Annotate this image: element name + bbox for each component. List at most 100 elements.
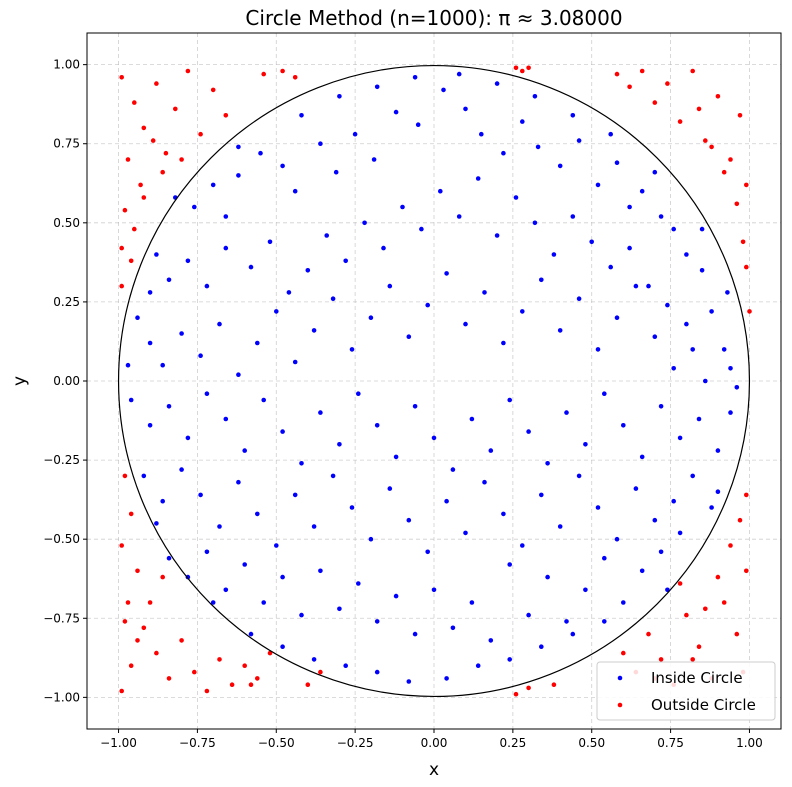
outside-point xyxy=(684,612,689,618)
y-tick-label: −1.00 xyxy=(43,690,80,704)
inside-point xyxy=(709,505,714,510)
inside-point xyxy=(254,340,260,346)
inside-point xyxy=(223,587,229,593)
inside-point xyxy=(356,391,361,397)
inside-point xyxy=(337,442,342,447)
inside-point xyxy=(179,331,184,336)
inside-point xyxy=(488,448,494,453)
outside-point xyxy=(696,106,702,112)
inside-point xyxy=(412,404,418,409)
inside-point xyxy=(438,188,443,194)
inside-point xyxy=(699,268,705,273)
inside-point xyxy=(463,106,468,112)
inside-point xyxy=(154,252,159,257)
inside-point xyxy=(236,479,241,485)
outside-point xyxy=(734,201,740,207)
outside-point xyxy=(614,71,620,77)
x-tick-label: 0.50 xyxy=(578,736,605,750)
outside-point xyxy=(138,182,143,188)
outside-point xyxy=(163,150,169,156)
y-tick-label: −0.75 xyxy=(43,611,80,625)
outside-point xyxy=(690,68,695,74)
inside-point xyxy=(475,663,481,668)
inside-point xyxy=(602,391,607,397)
inside-point xyxy=(608,264,613,270)
inside-point xyxy=(520,119,525,124)
inside-point xyxy=(658,404,664,409)
inside-point xyxy=(671,226,676,232)
inside-point xyxy=(545,461,550,466)
outside-point xyxy=(141,625,147,631)
inside-point xyxy=(520,543,525,548)
outside-point xyxy=(740,239,746,245)
outside-point xyxy=(198,131,203,137)
inside-point xyxy=(324,233,330,238)
y-tick-label: −0.25 xyxy=(43,453,80,467)
inside-point xyxy=(166,404,172,409)
outside-point xyxy=(223,113,229,118)
outside-point xyxy=(721,169,727,175)
outside-point xyxy=(734,631,740,637)
inside-point xyxy=(684,252,689,257)
inside-point xyxy=(583,442,588,447)
inside-point xyxy=(349,505,355,510)
inside-point xyxy=(318,568,323,574)
inside-point xyxy=(469,600,475,605)
inside-point xyxy=(614,315,620,321)
inside-point xyxy=(441,87,446,93)
x-tick-label: −1.00 xyxy=(100,736,137,750)
inside-point xyxy=(267,239,273,245)
inside-point xyxy=(725,290,730,295)
inside-point xyxy=(677,530,683,536)
outside-point xyxy=(119,543,124,548)
inside-point xyxy=(261,600,267,605)
outside-point xyxy=(217,657,222,662)
inside-point xyxy=(627,204,632,210)
inside-point xyxy=(419,226,424,232)
inside-point xyxy=(690,347,695,352)
inside-point xyxy=(198,492,203,498)
inside-point xyxy=(374,423,380,428)
inside-point xyxy=(236,173,241,178)
outside-point xyxy=(526,685,531,691)
inside-point xyxy=(715,448,721,453)
outside-point xyxy=(132,100,137,105)
outside-point xyxy=(639,68,645,74)
outside-point xyxy=(709,144,714,150)
inside-point xyxy=(128,397,134,403)
inside-point xyxy=(633,486,639,491)
inside-point xyxy=(204,391,210,397)
inside-point xyxy=(343,258,349,264)
inside-point xyxy=(520,309,525,314)
inside-point xyxy=(639,188,645,194)
inside-point xyxy=(311,328,317,333)
inside-point xyxy=(595,347,601,352)
inside-point xyxy=(456,71,462,77)
inside-point xyxy=(595,182,601,188)
inside-point xyxy=(258,150,263,156)
inside-point xyxy=(185,574,191,580)
inside-point xyxy=(406,334,412,340)
outside-point xyxy=(520,68,525,74)
inside-point xyxy=(507,657,512,662)
outside-point xyxy=(166,676,172,681)
outside-point xyxy=(242,663,247,668)
inside-point xyxy=(299,461,304,466)
inside-point xyxy=(627,245,632,251)
inside-point xyxy=(526,429,531,434)
inside-point xyxy=(337,606,342,612)
inside-point xyxy=(204,283,210,289)
inside-point xyxy=(494,233,500,238)
inside-point xyxy=(318,410,323,415)
outside-point xyxy=(551,682,557,687)
inside-point xyxy=(602,619,607,624)
inside-point xyxy=(671,366,676,371)
inside-point xyxy=(333,169,339,175)
outside-point xyxy=(132,226,137,232)
inside-point xyxy=(387,486,393,491)
outside-point xyxy=(210,87,216,93)
inside-point xyxy=(665,302,670,308)
inside-point xyxy=(192,204,197,210)
outside-point xyxy=(677,119,683,124)
x-tick-label: 0.75 xyxy=(657,736,684,750)
